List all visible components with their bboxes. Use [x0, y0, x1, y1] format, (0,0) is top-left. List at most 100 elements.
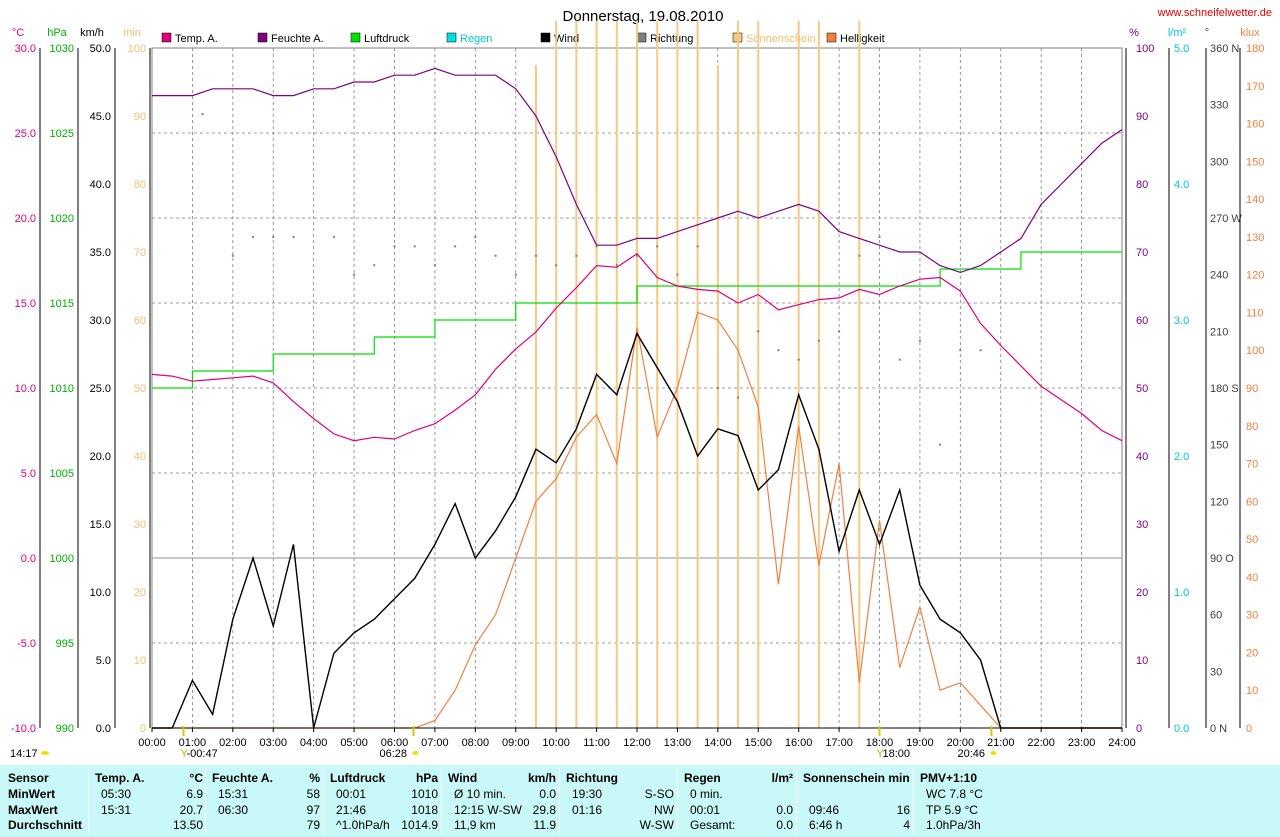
summary-section-title: Regen — [684, 771, 721, 785]
axis-tick-pressure: 1030 — [50, 43, 74, 55]
sun-icon — [990, 751, 997, 755]
summary-cell-value: 29.8 — [532, 803, 556, 817]
axis-tick-sun: 40 — [134, 451, 146, 463]
summary-separator — [796, 768, 797, 834]
axis-tick-direction: 210 — [1210, 326, 1228, 338]
direction-point — [292, 235, 295, 238]
axis-tick-rain: 2.0 — [1174, 451, 1189, 463]
summary-section: Luftdruck hPa 00:01 1010 21:46 1018 ^1.0hPa/h 1… — [330, 765, 442, 837]
axis-tick-brightness: 0 — [1246, 723, 1252, 735]
axis-tick-brightness: 120 — [1246, 270, 1264, 282]
direction-point — [737, 396, 740, 399]
summary-section: PMV+1:10 WC 7.8 °C TP 5.9 °C 1.0hPa/3h — [920, 765, 1030, 837]
summary-cell-value: 11.9 — [533, 818, 556, 832]
axis-tick-pressure: 1010 — [50, 383, 74, 395]
axis-tick-brightness: 80 — [1246, 421, 1258, 433]
axis-tick-rain: 5.0 — [1174, 43, 1189, 55]
axis-unit-brightness: klux — [1240, 27, 1260, 39]
axis-tick-brightness: 20 — [1246, 647, 1258, 659]
weather-chart: Donnerstag, 19.08.2010 www.schneifelwett… — [10, 7, 1272, 760]
summary-cell-value: 6.9 — [186, 787, 203, 801]
x-tick-label: 00:00 — [138, 737, 166, 749]
direction-point — [373, 264, 376, 267]
axis-tick-direction: 330 — [1210, 100, 1228, 112]
time-markers: 14:17 Y-00:47 06:28 Y18:00 20:46 — [10, 726, 997, 760]
direction-point — [474, 235, 477, 238]
axis-tick-sun: 50 — [134, 383, 146, 395]
summary-separator — [677, 768, 678, 834]
summary-separator — [559, 768, 560, 834]
x-tick-label: 20:00 — [947, 737, 975, 749]
summary-separator — [323, 768, 324, 834]
direction-point — [656, 245, 659, 248]
summary-cell-label: 01:16 — [572, 803, 603, 817]
summary-cell-value: 20.7 — [179, 803, 203, 817]
axis-unit-humidity: % — [1129, 27, 1139, 39]
summary-cell-label: 06:30 — [218, 803, 249, 817]
summary-separator — [441, 768, 442, 834]
axis-tick-wind: 35.0 — [90, 247, 111, 259]
legend-label: Wind — [554, 33, 579, 45]
summary-section: Feuchte A.% 15:31 58 06:30 97 79 — [212, 765, 324, 837]
legend-label: Regen — [460, 33, 492, 45]
direction-point — [716, 387, 719, 389]
direction-point — [898, 358, 901, 361]
direction-point — [413, 245, 416, 248]
summary-separator — [88, 768, 89, 834]
summary-cell-value: 4 — [903, 818, 910, 832]
x-tick-label: 08:00 — [462, 737, 490, 749]
axis-tick-pressure: 1025 — [50, 128, 74, 140]
summary-section-title: Luftdruck — [330, 771, 386, 785]
summary-cell-label: Ø 10 min. — [454, 787, 507, 801]
direction-point — [201, 113, 204, 116]
website-link[interactable]: www.schneifelwetter.de — [1157, 7, 1272, 19]
summary-section-title: Temp. A. — [95, 771, 145, 785]
axis-unit-wind: km/h — [80, 27, 104, 39]
axis-tick-temp: 30.0 — [15, 43, 36, 55]
legend-label: Temp. A. — [175, 33, 218, 45]
x-tick-label: 15:00 — [744, 737, 772, 749]
direction-point — [757, 330, 760, 333]
x-tick-label: 11:00 — [583, 737, 610, 749]
direction-point — [534, 254, 537, 257]
summary-cell-value: 1010 — [411, 787, 438, 801]
legend-label: Feuchte A. — [271, 33, 324, 45]
summary-cell-value: 97 — [306, 803, 320, 817]
marker-time-label: 20:46 — [957, 748, 985, 760]
summary-separator — [913, 768, 914, 834]
direction-point — [878, 235, 881, 238]
summary-cell-value: W-SW — [639, 818, 674, 832]
summary-cell-value: 16 — [896, 803, 910, 817]
legend-label: Luftdruck — [364, 33, 410, 45]
axis-tick-brightness: 130 — [1246, 232, 1264, 244]
direction-point — [939, 443, 942, 446]
axis-tick-pressure: 990 — [56, 723, 74, 735]
axis-tick-humidity: 20 — [1136, 587, 1148, 599]
axis-tick-brightness: 50 — [1246, 534, 1258, 546]
axis-tick-direction: 90 O — [1210, 553, 1234, 565]
sun-icon — [41, 751, 49, 755]
summary-cell-value: 1018 — [411, 803, 438, 817]
x-tick-label: 22:00 — [1027, 737, 1055, 749]
direction-point — [838, 330, 841, 333]
axis-tick-humidity: 10 — [1136, 655, 1148, 667]
x-tick-label: 24:00 — [1108, 737, 1136, 749]
axis-tick-humidity: 100 — [1136, 43, 1154, 55]
axis-tick-rain: 0.0 — [1174, 723, 1189, 735]
axis-unit-sun: min — [123, 27, 141, 39]
axis-tick-brightness: 170 — [1246, 81, 1264, 93]
direction-point — [272, 235, 275, 238]
legend-swatch — [257, 32, 268, 43]
direction-point — [252, 235, 255, 238]
direction-point — [454, 245, 457, 248]
axis-tick-humidity: 90 — [1136, 111, 1148, 123]
row-label-avg: Durchschnitt — [8, 818, 83, 832]
axis-tick-wind: 15.0 — [90, 519, 111, 531]
direction-point — [514, 273, 517, 276]
axis-tick-sun: 0 — [140, 723, 146, 735]
axis-tick-humidity: 80 — [1136, 179, 1148, 191]
axis-tick-wind: 5.0 — [96, 655, 111, 667]
summary-cell-label: WC 7.8 °C — [926, 787, 983, 801]
series-line-temp-a- — [151, 252, 1123, 442]
x-axis: 00:00 01:00 02:00 03:00 04:00 05:00 06:00 07:00… — [138, 727, 1136, 749]
